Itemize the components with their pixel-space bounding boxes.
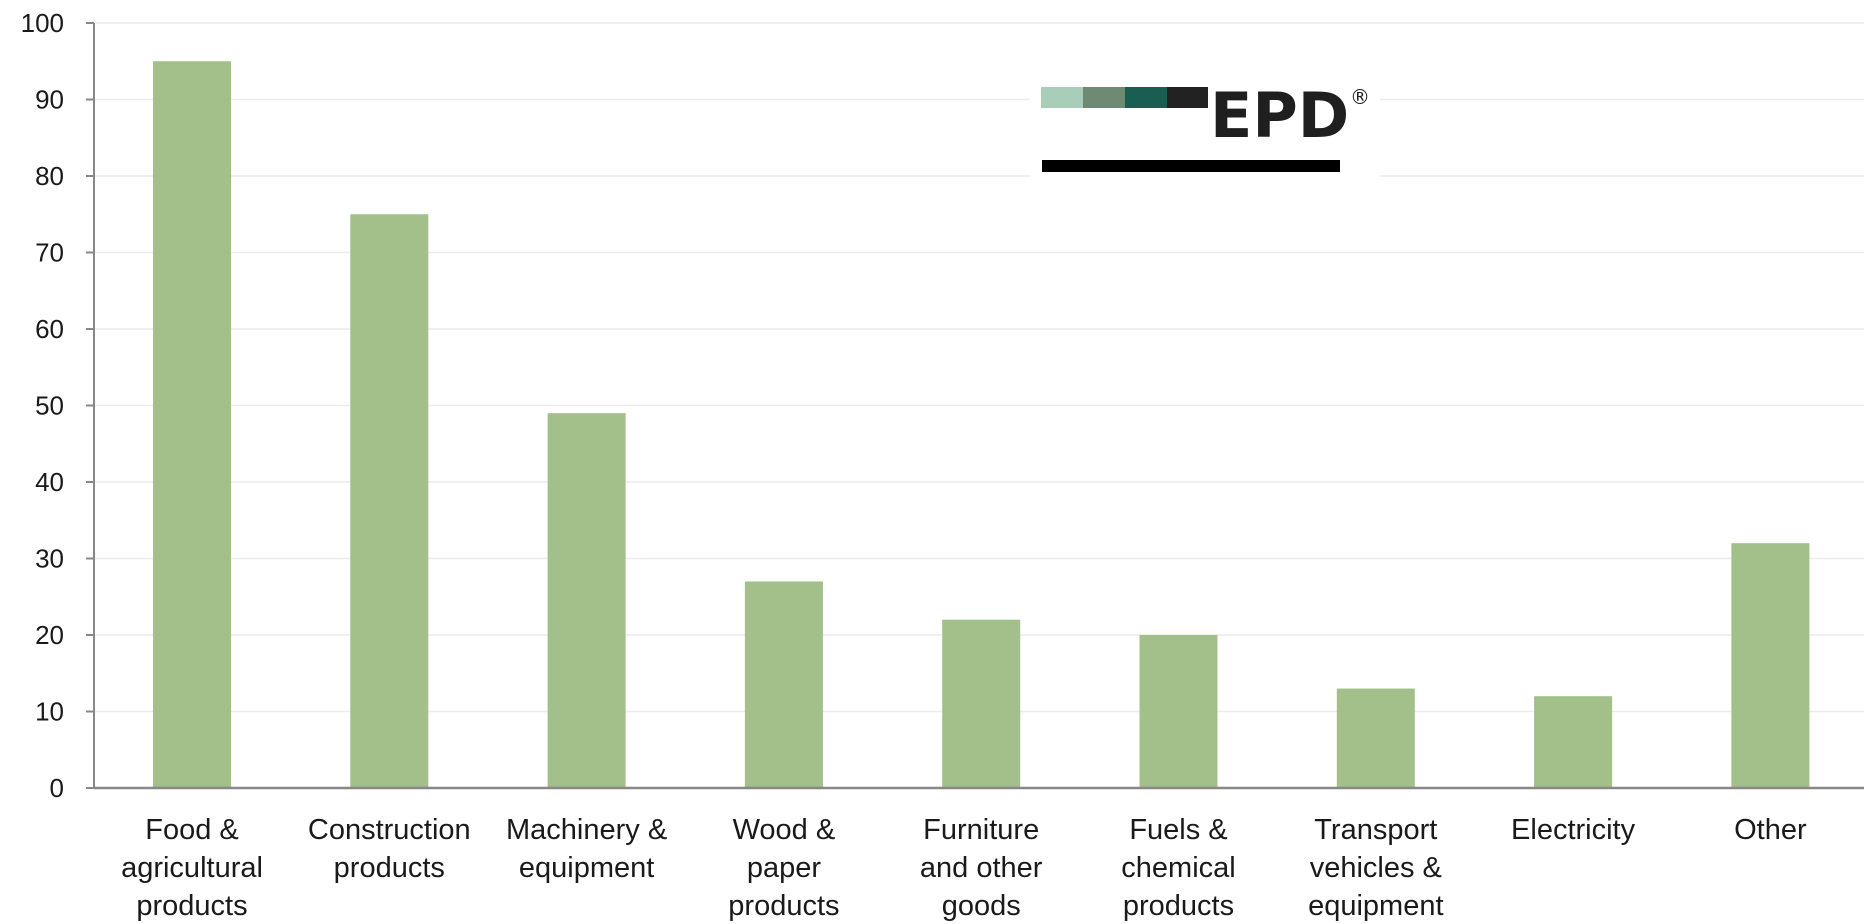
x-category-label-line: Machinery &: [506, 814, 667, 846]
bar-2: [547, 413, 626, 788]
x-category-label-line: Furniture: [923, 814, 1039, 846]
bar-7: [1534, 696, 1613, 788]
x-category-label-line: paper: [747, 852, 822, 884]
y-tick-label-0: 0: [50, 773, 64, 803]
logo-stripe-4: [1167, 87, 1208, 108]
x-category-label-line: chemical: [1121, 852, 1235, 884]
logo-text: EPD: [1210, 79, 1349, 152]
x-category-label-line: goods: [942, 890, 1021, 922]
x-category-labels: Food & agricultural products Construction pr…: [121, 814, 1807, 922]
y-tick-label-40: 40: [35, 467, 64, 497]
x-category-label-8: Other: [1734, 814, 1807, 846]
bars: [153, 61, 1810, 788]
x-category-label-line: equipment: [519, 852, 654, 884]
x-category-label-line: Wood &: [733, 814, 836, 846]
logo-stripe-1: [1041, 87, 1083, 108]
x-category-label-line: Fuels &: [1129, 814, 1227, 846]
y-tick-label-80: 80: [35, 161, 64, 191]
x-category-label-line: products: [334, 852, 445, 884]
x-category-label-line: vehicles &: [1310, 852, 1442, 884]
x-category-label-line: and other: [920, 852, 1043, 884]
bar-8: [1731, 543, 1810, 788]
x-category-label-5: Fuels & chemical products: [1121, 814, 1235, 922]
bar-4: [942, 619, 1021, 788]
y-tick-label-70: 70: [35, 238, 64, 268]
x-category-label-line: agricultural: [121, 852, 263, 884]
x-category-label-line: products: [1123, 890, 1234, 922]
x-category-label-line: Food &: [145, 814, 239, 846]
x-category-label-line: Electricity: [1511, 814, 1636, 846]
x-category-label-line: Construction: [308, 814, 471, 846]
y-tick-label-10: 10: [35, 697, 64, 727]
logo-stripe-3: [1125, 87, 1167, 108]
y-tick-labels: 0 10 20 30 40 50 60 70 80 90 100: [21, 8, 94, 803]
x-category-label-4: Furniture and other goods: [920, 814, 1043, 922]
bar-5: [1139, 635, 1218, 788]
y-tick-label-50: 50: [35, 391, 64, 421]
y-tick-label-20: 20: [35, 620, 64, 650]
bar-0: [153, 61, 231, 788]
y-tick-label-90: 90: [35, 85, 64, 115]
x-category-label-6: Transport vehicles & equipment: [1308, 814, 1443, 922]
bar-1: [350, 214, 429, 788]
x-category-label-line: products: [136, 890, 247, 922]
logo-registered-mark: ®: [1350, 85, 1370, 109]
x-category-label-1: Construction products: [308, 814, 471, 884]
x-category-label-3: Wood & paper products: [728, 814, 839, 922]
x-category-label-line: equipment: [1308, 890, 1443, 922]
epd-logo: EPD ®: [1030, 74, 1380, 184]
logo-underline: [1042, 160, 1340, 172]
x-category-label-7: Electricity: [1511, 814, 1636, 846]
logo-stripe-2: [1083, 87, 1125, 108]
x-category-label-line: Transport: [1314, 814, 1437, 846]
y-tick-label-60: 60: [35, 314, 64, 344]
y-tick-label-30: 30: [35, 544, 64, 574]
x-category-label-2: Machinery & equipment: [506, 814, 667, 884]
x-category-label-line: products: [728, 890, 839, 922]
y-tick-label-100: 100: [21, 8, 64, 38]
bar-3: [744, 581, 823, 788]
bar-6: [1336, 688, 1415, 788]
x-category-label-0: Food & agricultural products: [121, 814, 263, 922]
x-category-label-line: Other: [1734, 814, 1807, 846]
